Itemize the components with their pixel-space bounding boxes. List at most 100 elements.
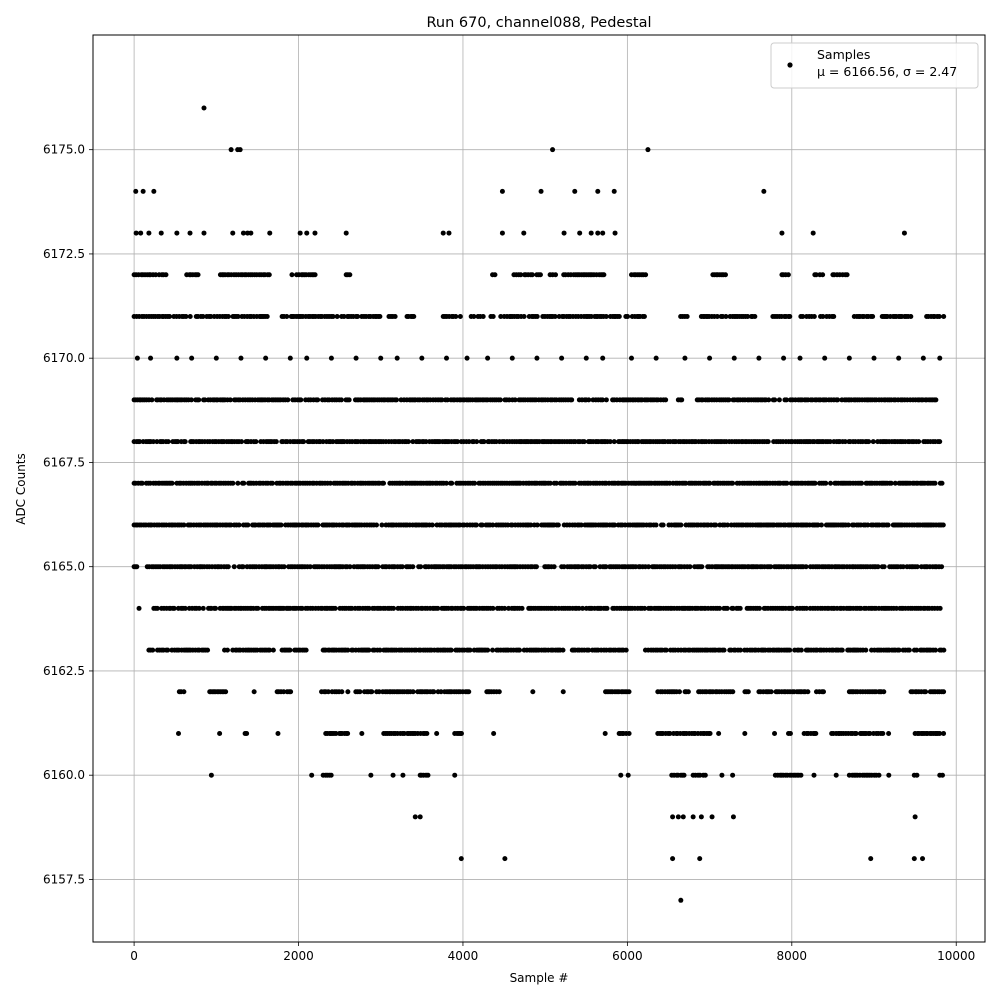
data-point — [481, 439, 487, 445]
x-tick-label: 4000 — [448, 949, 479, 963]
data-point — [553, 480, 559, 486]
data-point — [410, 689, 416, 695]
data-point — [831, 313, 837, 319]
data-point — [134, 355, 140, 361]
data-point — [490, 522, 496, 528]
data-point — [455, 439, 461, 445]
data-point — [939, 564, 945, 570]
data-point — [497, 397, 503, 403]
data-point — [248, 230, 254, 236]
data-point — [534, 355, 540, 361]
data-point — [377, 647, 383, 653]
data-point — [266, 272, 272, 278]
x-tick-label: 8000 — [777, 949, 808, 963]
data-point — [828, 480, 834, 486]
data-point — [724, 605, 730, 611]
data-point — [914, 647, 920, 653]
data-point — [485, 355, 491, 361]
data-point — [742, 730, 748, 736]
data-point — [576, 605, 582, 611]
data-point — [678, 897, 684, 903]
data-point — [678, 522, 684, 528]
data-points — [131, 105, 947, 903]
data-point — [559, 355, 565, 361]
data-point — [377, 313, 383, 319]
data-point — [675, 814, 681, 820]
data-point — [893, 605, 899, 611]
data-point — [472, 480, 478, 486]
data-point — [572, 480, 578, 486]
data-point — [392, 313, 398, 319]
data-point — [578, 522, 584, 528]
data-point — [745, 313, 751, 319]
data-point — [245, 522, 251, 528]
data-point — [418, 564, 424, 570]
data-point — [208, 313, 214, 319]
data-point — [150, 647, 156, 653]
data-point — [681, 772, 687, 778]
legend: Samples μ = 6166.56, σ = 2.47 — [770, 42, 979, 89]
data-point — [790, 605, 796, 611]
x-tick-label: 6000 — [612, 949, 643, 963]
y-tick-label: 6160.0 — [43, 768, 85, 782]
data-point — [490, 313, 496, 319]
data-point — [768, 689, 774, 695]
data-point — [781, 355, 787, 361]
data-point — [643, 272, 649, 278]
data-point — [933, 647, 938, 653]
x-axis-ticks: 0 2000 4000 6000 8000 10000 — [130, 942, 975, 963]
legend-box — [770, 42, 979, 89]
data-point — [315, 397, 321, 403]
data-point — [236, 522, 242, 528]
data-point — [424, 730, 430, 736]
data-point — [871, 355, 877, 361]
data-point — [281, 689, 287, 695]
data-point — [936, 313, 942, 319]
data-point — [865, 522, 871, 528]
data-point — [518, 272, 524, 278]
data-point — [818, 522, 824, 528]
data-point — [359, 730, 365, 736]
data-point — [805, 689, 811, 695]
data-point — [603, 564, 609, 570]
data-point — [726, 397, 732, 403]
data-point — [561, 564, 567, 570]
data-point — [224, 647, 230, 653]
data-point — [698, 814, 704, 820]
data-point — [419, 355, 425, 361]
data-point — [697, 856, 703, 862]
data-point — [223, 689, 229, 695]
data-point — [425, 772, 431, 778]
data-point — [707, 730, 713, 736]
data-point — [822, 355, 828, 361]
data-point — [603, 313, 609, 319]
data-point — [137, 439, 143, 445]
data-point — [174, 230, 180, 236]
data-point — [561, 230, 567, 236]
data-point — [595, 230, 601, 236]
data-point — [588, 230, 594, 236]
data-point — [709, 814, 715, 820]
data-point — [304, 355, 310, 361]
data-point — [646, 564, 652, 570]
data-point — [423, 439, 429, 445]
data-point — [182, 439, 188, 445]
data-point — [235, 480, 241, 486]
data-point — [182, 605, 188, 611]
data-point — [369, 689, 375, 695]
data-point — [136, 605, 142, 611]
data-point — [341, 313, 347, 319]
data-point — [284, 313, 290, 319]
data-point — [811, 313, 817, 319]
data-point — [730, 605, 736, 611]
data-point — [492, 272, 498, 278]
chart-title: Run 670, channel088, Pedestal — [426, 15, 651, 31]
data-point — [685, 689, 691, 695]
data-point — [572, 188, 578, 194]
data-point — [900, 564, 906, 570]
data-point — [333, 730, 339, 736]
data-point — [213, 355, 219, 361]
data-point — [937, 605, 943, 611]
data-point — [880, 730, 886, 736]
data-point — [187, 313, 193, 319]
